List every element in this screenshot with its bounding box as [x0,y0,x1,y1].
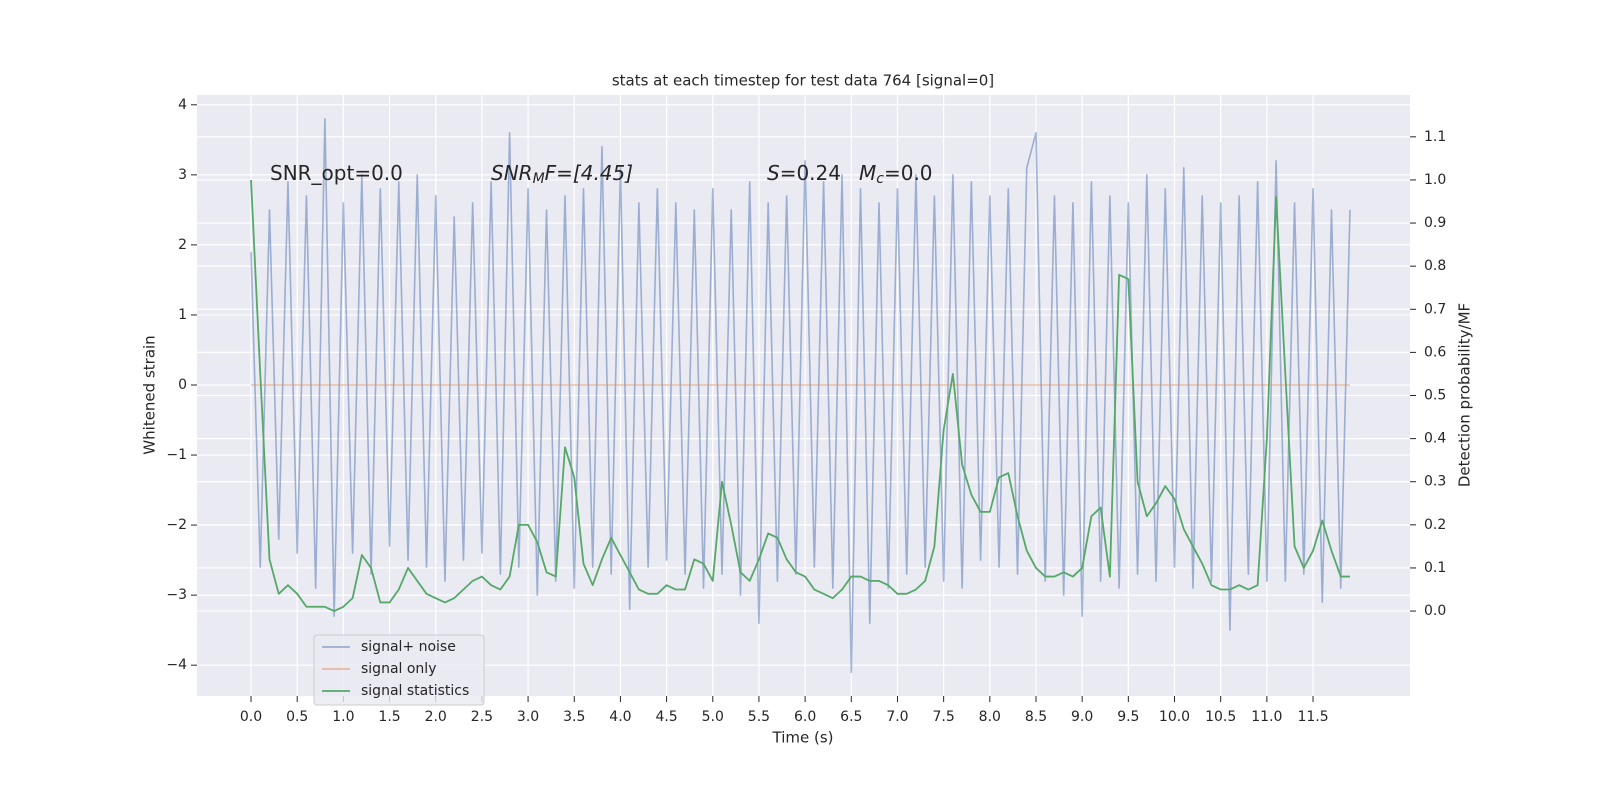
y2-tick-label: 1.0 [1424,172,1446,188]
series-line [250,118,1351,673]
annotation-part: SNR [491,161,533,185]
y2-tick-label: 0.7 [1424,301,1446,317]
x-tick-label: 3.0 [517,709,539,725]
legend: signal+ noise signal only signal statistic… [313,634,485,706]
x-tick-label: 7.5 [933,709,955,725]
x-tick-label: 0.5 [286,709,308,725]
annotation-part: =0.0 [884,161,933,185]
y-axis-label: Whitened strain [141,335,159,454]
x-tick-label: 1.5 [378,709,400,725]
x-tick-label: 6.5 [840,709,862,725]
annotation-part: S [767,161,780,185]
annotation-part: M [859,161,876,185]
x-tick-label: 5.5 [748,709,770,725]
y2-tick-label: 0.2 [1424,517,1446,533]
y2-tick-label: 0.0 [1424,603,1446,619]
x-tick-label: 3.5 [563,709,585,725]
x-tick-label: 9.0 [1071,709,1093,725]
annotation: SNRMF=[4.45] [491,161,633,188]
y-tick-label: −3 [166,587,187,603]
y2-tick-label: 0.6 [1424,344,1446,360]
x-tick-label: 4.5 [655,709,677,725]
y2-axis-label: Detection probability/MF [1456,303,1474,487]
x-axis-label: Time (s) [772,729,834,747]
annotation: S=0.24 [767,161,841,185]
y2-tick-label: 0.1 [1424,560,1446,576]
x-tick-label: 2.0 [425,709,447,725]
y-tick-label: 0 [178,377,187,393]
y2-tick-label: 0.9 [1424,215,1446,231]
annotation: Mc=0.0 [859,161,933,188]
y-tick-label: −4 [166,657,187,673]
legend-box [313,634,485,706]
x-tick-label: 0.0 [240,709,262,725]
y2-tick-label: 0.3 [1424,474,1446,490]
y-tick-label: 1 [178,307,187,323]
y-tick-label: −2 [166,517,187,533]
x-tick-label: 5.0 [702,709,724,725]
x-tick-label: 8.5 [1025,709,1047,725]
y2-tick-label: 1.1 [1424,129,1446,145]
x-tick-label: 10.0 [1159,709,1190,725]
x-tick-label: 11.5 [1297,709,1328,725]
y-tick-label: 4 [178,97,187,113]
y-tick-label: 3 [178,167,187,183]
x-tick-label: 10.5 [1205,709,1236,725]
y-tick-label: −1 [166,447,187,463]
legend-label: signal statistics [361,683,469,699]
annotation-part: SNR_opt=0.0 [270,161,403,185]
legend-label: signal+ noise [361,639,456,655]
x-tick-label: 4.0 [609,709,631,725]
series-line [250,179,1350,612]
x-tick-label: 7.0 [886,709,908,725]
annotation: SNR_opt=0.0 [270,161,403,185]
x-tick-label: 2.5 [471,709,493,725]
annotation-part: F=[4.45] [545,161,633,185]
annotation-part: c [876,171,884,187]
chart-title: stats at each timestep for test data 764… [612,72,994,90]
annotation-part: M [533,171,545,187]
x-tick-label: 6.0 [794,709,816,725]
y-tick-label: 2 [178,237,187,253]
y2-tick-label: 0.5 [1424,388,1446,404]
x-tick-label: 8.0 [979,709,1001,725]
y2-tick-label: 0.4 [1424,431,1446,447]
x-tick-label: 1.0 [332,709,354,725]
x-tick-label: 9.5 [1117,709,1139,725]
x-tick-label: 11.0 [1251,709,1282,725]
y2-tick-label: 0.8 [1424,258,1446,274]
legend-label: signal only [361,661,436,677]
annotation-part: =0.24 [780,161,841,185]
